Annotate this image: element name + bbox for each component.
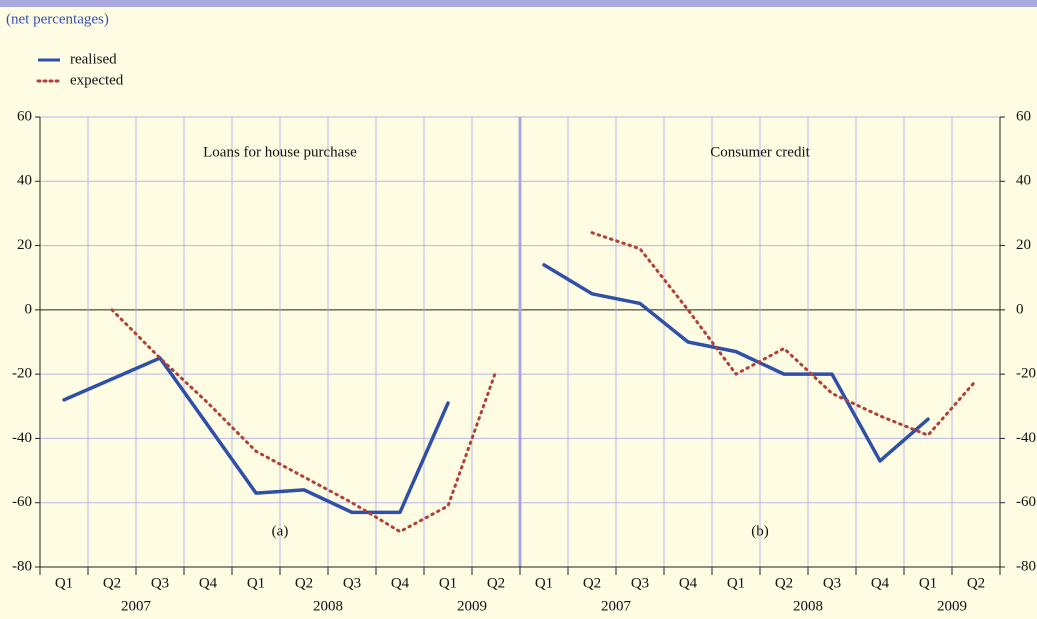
year-label: 2008: [793, 598, 823, 614]
x-tick-label: Q2: [775, 575, 793, 591]
x-tick-label: Q4: [199, 575, 218, 591]
y2-tick-label: -40: [1016, 430, 1036, 446]
legend-label: realised: [70, 51, 117, 67]
y-tick-label: 60: [17, 108, 32, 124]
year-label: 2007: [601, 598, 632, 614]
panel-title: Consumer credit: [710, 144, 810, 160]
x-tick-label: Q3: [631, 575, 649, 591]
y2-tick-label: 60: [1016, 108, 1031, 124]
x-tick-label: Q1: [535, 575, 553, 591]
x-tick-label: Q3: [823, 575, 841, 591]
year-label: 2009: [937, 598, 967, 614]
y-tick-label: -20: [12, 366, 32, 382]
y-tick-label: -40: [12, 430, 32, 446]
x-tick-label: Q1: [55, 575, 73, 591]
subtitle: (net percentages): [6, 11, 109, 27]
x-tick-label: Q2: [295, 575, 313, 591]
top-band: [0, 0, 1037, 7]
x-tick-label: Q2: [487, 575, 505, 591]
y2-tick-label: 0: [1016, 301, 1024, 317]
y-tick-label: 40: [17, 173, 32, 189]
panel-title: Loans for house purchase: [203, 144, 357, 160]
series-line: [542, 263, 930, 463]
x-tick-label: Q3: [151, 575, 169, 591]
x-tick-label: Q4: [679, 575, 698, 591]
panel-annotation: (a): [272, 523, 289, 539]
y2-tick-label: -20: [1016, 366, 1036, 382]
year-label: 2009: [457, 598, 487, 614]
series-line: [110, 308, 498, 534]
y2-tick-label: -80: [1016, 558, 1036, 574]
x-tick-label: Q3: [343, 575, 361, 591]
x-tick-label: Q2: [967, 575, 985, 591]
x-tick-label: Q1: [727, 575, 745, 591]
y-tick-label: -60: [12, 494, 32, 510]
panel-annotation: (b): [751, 523, 769, 539]
y2-tick-label: 40: [1016, 173, 1031, 189]
series-line: [590, 231, 978, 437]
x-tick-label: Q1: [439, 575, 457, 591]
x-tick-label: Q1: [247, 575, 265, 591]
x-tick-label: Q2: [103, 575, 121, 591]
x-tick-label: Q1: [919, 575, 937, 591]
y2-tick-label: 20: [1016, 237, 1031, 253]
legend-label: expected: [70, 72, 124, 88]
x-tick-label: Q4: [391, 575, 410, 591]
x-tick-label: Q2: [583, 575, 601, 591]
y-tick-label: 0: [25, 301, 33, 317]
y-tick-label: 20: [17, 237, 32, 253]
year-label: 2007: [121, 598, 152, 614]
series-line: [62, 356, 450, 515]
y-tick-label: -80: [12, 558, 32, 574]
x-tick-label: Q4: [871, 575, 890, 591]
y2-tick-label: -60: [1016, 494, 1036, 510]
year-label: 2008: [313, 598, 343, 614]
